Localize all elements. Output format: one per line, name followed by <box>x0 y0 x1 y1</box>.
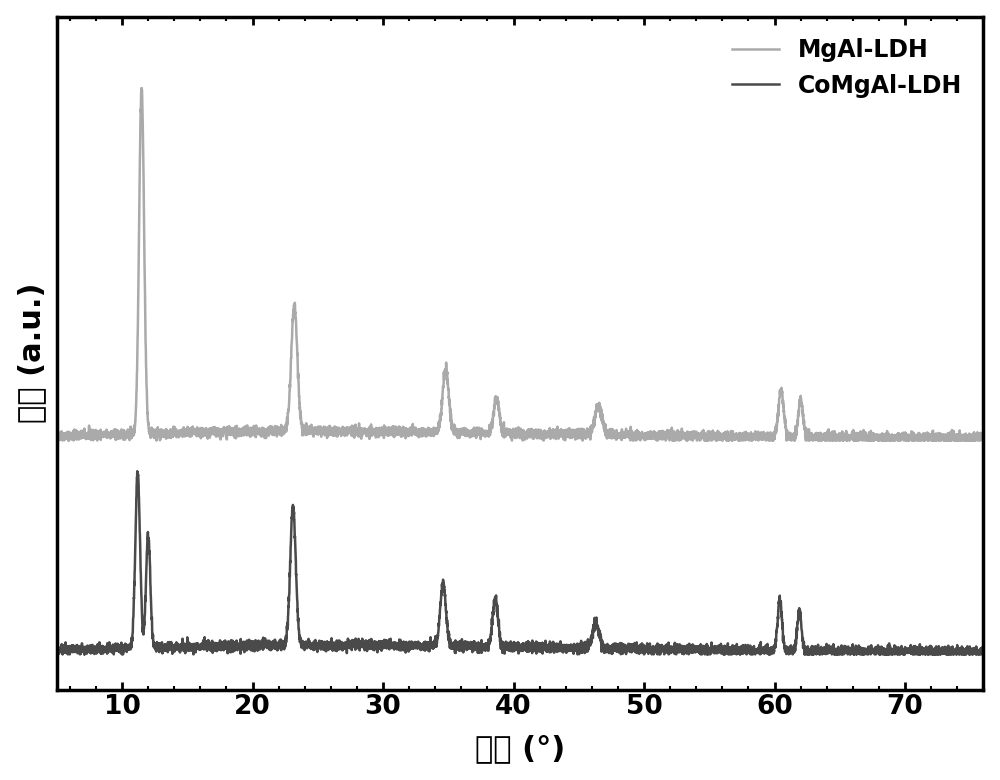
CoMgAl-LDH <box>977 645 989 654</box>
Y-axis label: 强度 (a.u.): 强度 (a.u.) <box>17 283 46 424</box>
CoMgAl-LDH <box>266 641 278 651</box>
MgAl-LDH <box>53 436 65 445</box>
CoMgAl-LDH <box>51 646 63 655</box>
MgAl-LDH <box>466 431 478 440</box>
Line: MgAl-LDH: MgAl-LDH <box>57 88 983 441</box>
CoMgAl-LDH <box>271 640 283 649</box>
CoMgAl-LDH <box>276 638 288 647</box>
CoMgAl-LDH <box>131 466 143 476</box>
X-axis label: 角度 (°): 角度 (°) <box>475 734 565 764</box>
MgAl-LDH <box>266 427 278 436</box>
MgAl-LDH <box>51 430 63 439</box>
MgAl-LDH <box>271 430 283 439</box>
Line: CoMgAl-LDH: CoMgAl-LDH <box>57 471 983 654</box>
MgAl-LDH <box>400 430 412 439</box>
CoMgAl-LDH <box>970 642 982 651</box>
MgAl-LDH <box>970 431 982 441</box>
MgAl-LDH <box>276 424 288 433</box>
MgAl-LDH <box>135 83 147 93</box>
CoMgAl-LDH <box>400 637 412 647</box>
CoMgAl-LDH <box>466 640 478 650</box>
MgAl-LDH <box>977 436 989 445</box>
CoMgAl-LDH <box>52 650 64 659</box>
Legend: MgAl-LDH, CoMgAl-LDH: MgAl-LDH, CoMgAl-LDH <box>722 29 972 107</box>
